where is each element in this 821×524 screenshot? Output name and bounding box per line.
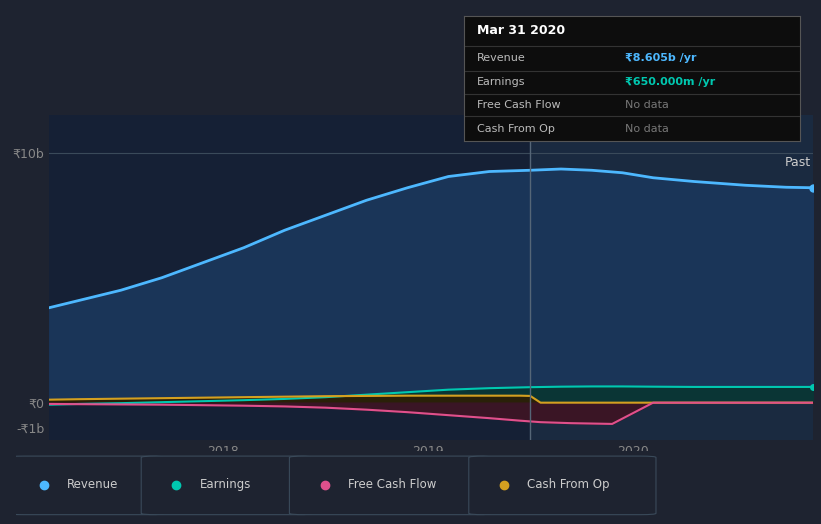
Text: Cash From Op: Cash From Op (527, 478, 610, 491)
Text: Revenue: Revenue (477, 53, 526, 63)
Text: ₹8.605b /yr: ₹8.605b /yr (626, 53, 697, 63)
Text: Earnings: Earnings (200, 478, 251, 491)
Text: ₹650.000m /yr: ₹650.000m /yr (626, 78, 716, 88)
FancyBboxPatch shape (8, 456, 165, 515)
FancyBboxPatch shape (290, 456, 493, 515)
Text: Mar 31 2020: Mar 31 2020 (477, 24, 566, 37)
Bar (530, 115, 813, 440)
Text: Revenue: Revenue (67, 478, 118, 491)
Text: Free Cash Flow: Free Cash Flow (348, 478, 436, 491)
Text: No data: No data (626, 100, 669, 110)
Text: Past: Past (785, 156, 811, 169)
Text: Cash From Op: Cash From Op (477, 124, 555, 134)
FancyBboxPatch shape (141, 456, 313, 515)
Text: No data: No data (626, 124, 669, 134)
Text: Free Cash Flow: Free Cash Flow (477, 100, 561, 110)
FancyBboxPatch shape (469, 456, 656, 515)
Text: Earnings: Earnings (477, 78, 525, 88)
